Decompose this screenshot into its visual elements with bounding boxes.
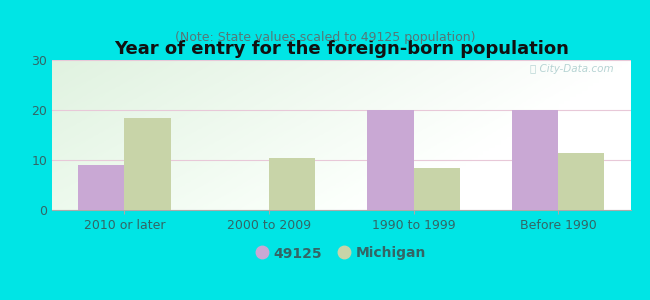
Text: ⓘ City-Data.com: ⓘ City-Data.com <box>530 64 613 74</box>
Text: (Note: State values scaled to 49125 population): (Note: State values scaled to 49125 popu… <box>175 32 475 44</box>
Bar <box>558 152 605 210</box>
Bar <box>413 167 460 210</box>
Bar <box>124 118 170 210</box>
Bar <box>269 158 315 210</box>
Legend: 49125, Michigan: 49125, Michigan <box>251 241 432 266</box>
Title: Year of entry for the foreign-born population: Year of entry for the foreign-born popul… <box>114 40 569 58</box>
Bar <box>512 110 558 210</box>
Bar <box>367 110 413 210</box>
Bar <box>78 165 124 210</box>
